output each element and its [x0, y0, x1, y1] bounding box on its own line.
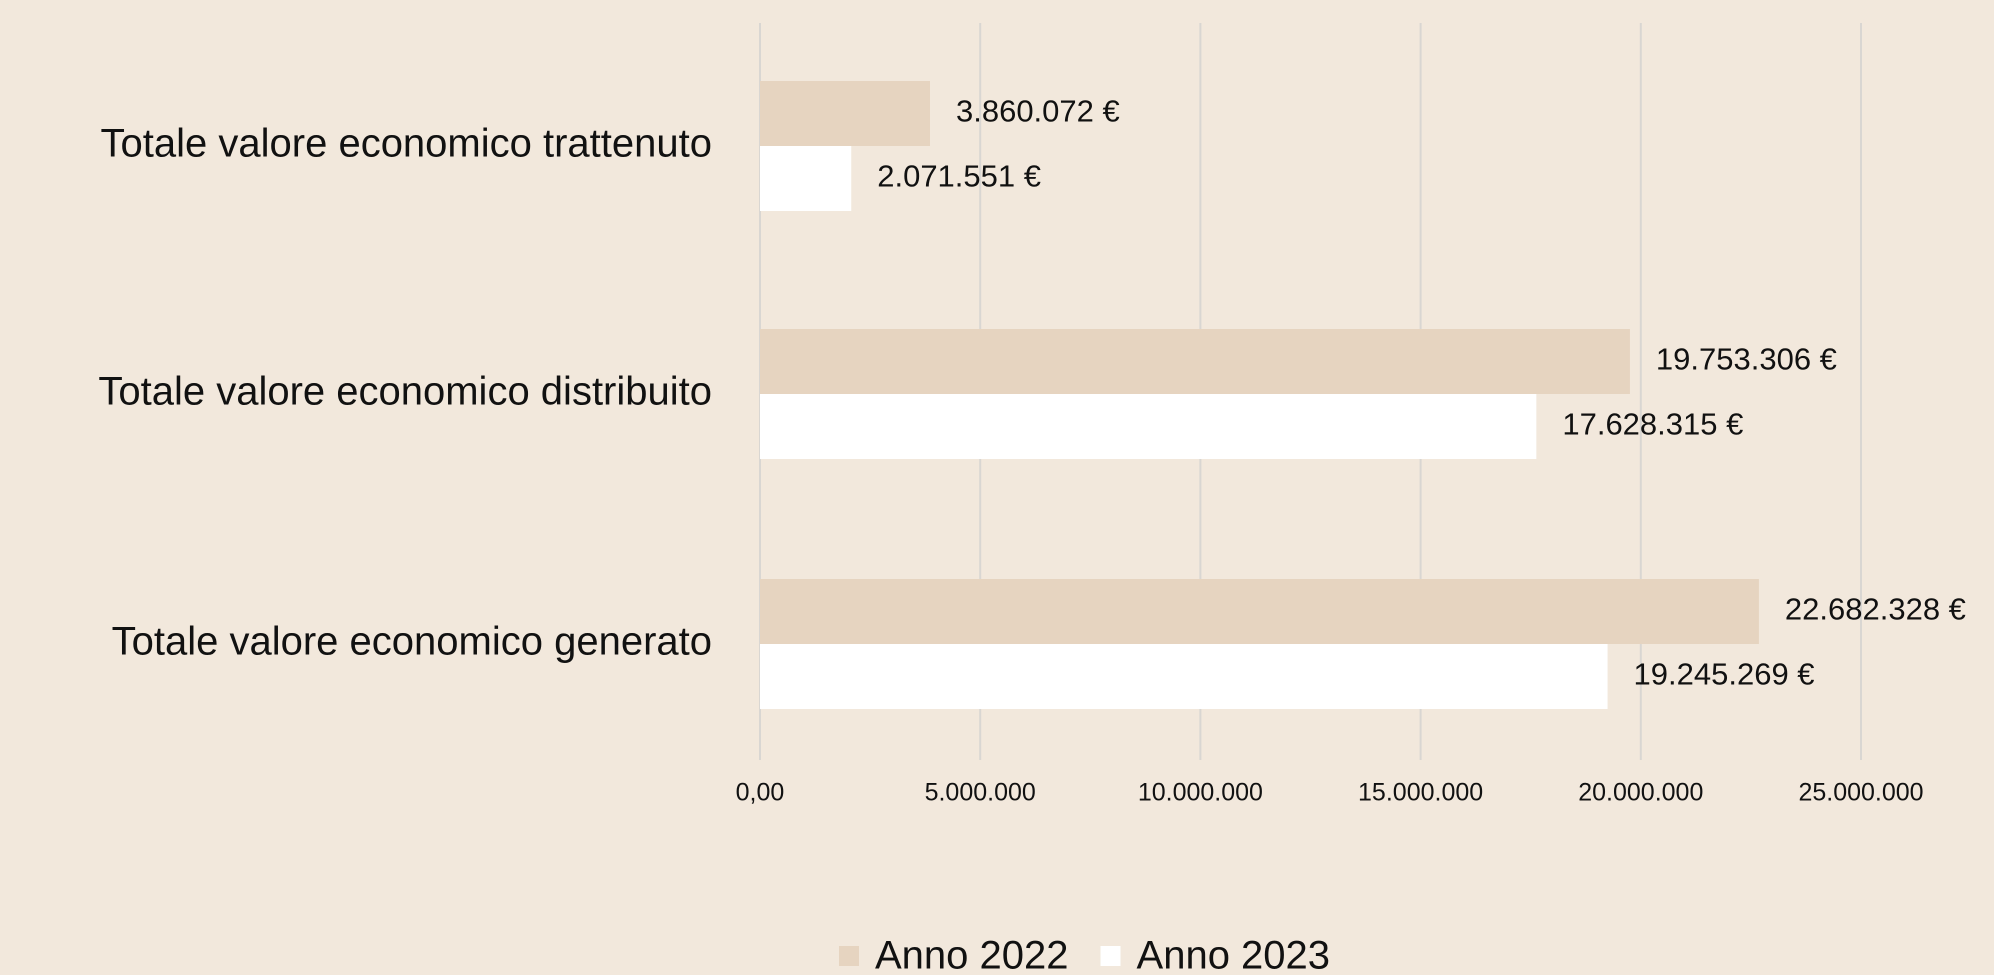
legend-label: Anno 2023 [1137, 934, 1331, 975]
bar [760, 579, 1759, 644]
legend-swatch [1100, 946, 1121, 966]
bar [760, 329, 1630, 394]
legend-swatch [839, 946, 859, 966]
category-label: Totale valore economico generato [112, 620, 712, 664]
value-label: 22.682.328 € [1785, 592, 1966, 627]
value-label: 2.071.551 € [877, 159, 1041, 194]
x-tick-label: 15.000.000 [1358, 779, 1483, 807]
category-label: Totale valore economico distribuito [98, 370, 712, 414]
bar [760, 146, 852, 211]
bar [760, 644, 1608, 709]
bar [760, 394, 1537, 459]
x-tick-label: 5.000.000 [925, 779, 1036, 807]
x-tick-label: 20.000.000 [1578, 779, 1703, 807]
legend-label: Anno 2022 [875, 934, 1069, 975]
category-label: Totale valore economico trattenuto [101, 122, 712, 166]
value-label: 17.628.315 € [1562, 407, 1743, 442]
value-label: 3.860.072 € [956, 94, 1120, 129]
value-label: 19.753.306 € [1656, 342, 1837, 377]
x-tick-label: 0,00 [736, 779, 785, 807]
x-tick-label: 10.000.000 [1138, 779, 1263, 807]
value-label: 19.245.269 € [1634, 657, 1815, 692]
x-tick-label: 25.000.000 [1798, 779, 1923, 807]
bar [760, 81, 930, 146]
